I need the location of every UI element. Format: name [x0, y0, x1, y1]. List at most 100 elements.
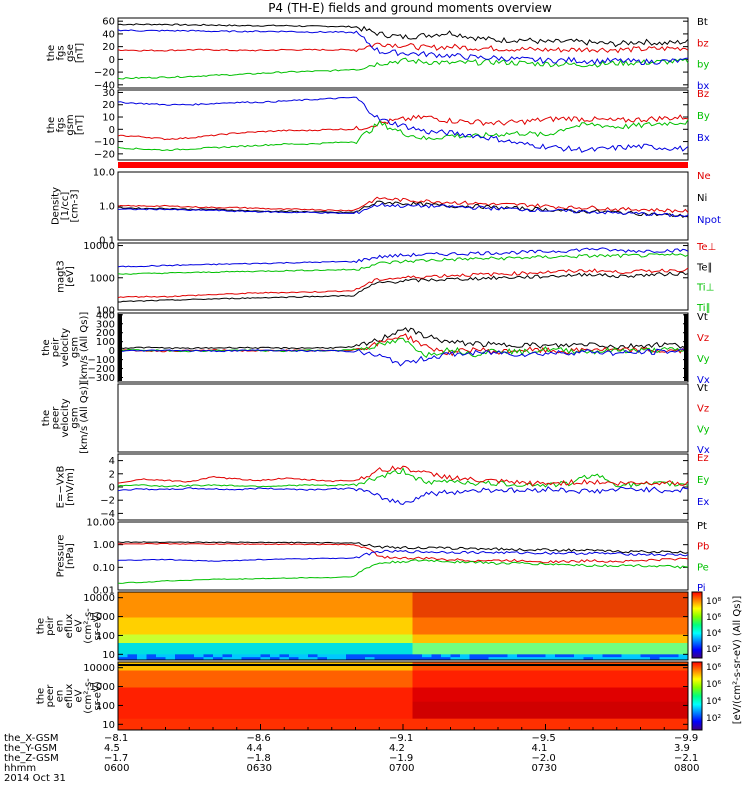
spectrogram-cell	[517, 628, 527, 633]
spectrogram-cell	[574, 609, 584, 613]
spectrogram-cell	[517, 687, 527, 691]
spectrogram-cell	[536, 724, 546, 728]
spectrogram-cell	[194, 698, 204, 703]
spectrogram-cell	[602, 727, 613, 731]
spectrogram-cell	[536, 614, 546, 618]
spectrogram-cell	[583, 628, 594, 633]
y-axis-label: velocity	[60, 328, 71, 367]
spectrogram-cell	[327, 718, 337, 722]
spectrogram-cell	[118, 620, 128, 624]
spectrogram-cell	[650, 664, 660, 669]
spectrogram-cell	[346, 651, 356, 655]
spectrogram-cell	[678, 628, 689, 633]
spectrogram-cell	[241, 681, 252, 686]
spectrogram-cell	[431, 679, 442, 683]
spectrogram-cell	[393, 713, 404, 717]
spectrogram-cell	[308, 707, 318, 711]
spectrogram-cell	[545, 645, 556, 650]
spectrogram-cell	[118, 715, 128, 720]
spectrogram-cell	[650, 609, 660, 613]
legend-entry: Bz	[697, 89, 709, 100]
spectrogram-cell	[251, 597, 261, 601]
spectrogram-cell	[222, 609, 233, 613]
spectrogram-cell	[165, 634, 176, 638]
spectrogram-cell	[118, 681, 128, 686]
spectrogram-cell	[507, 617, 518, 621]
spectrogram-cell	[146, 634, 157, 638]
spectrogram-cell	[346, 696, 356, 700]
spectrogram-cell	[640, 724, 651, 728]
spectrogram-cell	[137, 634, 147, 638]
spectrogram-cell	[403, 651, 413, 655]
spectrogram-cell	[213, 606, 223, 610]
spectrogram-cell	[450, 637, 461, 641]
spectrogram-cell	[517, 684, 527, 688]
spectrogram-cell	[564, 617, 575, 621]
spectrogram-cell	[203, 667, 214, 671]
spectrogram-cell	[393, 606, 404, 610]
series-line-ez	[117, 465, 689, 487]
spectrogram-cell	[403, 657, 413, 661]
spectrogram-cell	[251, 727, 261, 731]
spectrogram-cell	[260, 617, 271, 621]
spectrogram-cell	[441, 600, 451, 604]
spectrogram-cell	[260, 628, 271, 633]
spectrogram-cell	[365, 600, 375, 604]
spectrogram-cell	[165, 707, 176, 711]
spectrogram-cell	[593, 693, 603, 697]
spectrogram-cell	[564, 673, 575, 677]
spectrogram-cell	[469, 715, 480, 720]
spectrogram-cell	[308, 620, 318, 624]
spectrogram-cell	[127, 710, 138, 714]
spectrogram-cell	[621, 721, 632, 725]
spectrogram-cell	[327, 684, 337, 688]
spectrogram-cell	[175, 617, 185, 621]
spectrogram-cell	[678, 679, 689, 683]
spectrogram-cell	[355, 718, 366, 722]
spectrogram-cell	[640, 673, 651, 677]
spectrogram-cell	[669, 611, 679, 616]
spectrogram-cell	[175, 696, 185, 700]
spectrogram-cell	[127, 715, 138, 720]
spectrogram-cell	[346, 631, 356, 635]
spectrogram-cell	[308, 592, 318, 596]
panel-frame	[117, 521, 689, 591]
spectrogram-cell	[659, 603, 670, 607]
y-axis-label: magt3	[55, 260, 66, 293]
spectrogram-cell	[403, 681, 413, 686]
spectrogram-cell	[621, 637, 632, 641]
spectrogram-cell	[194, 640, 204, 644]
spectrogram-cell	[441, 679, 451, 683]
spectrogram-cell	[127, 690, 138, 694]
spectrogram-cell	[403, 704, 413, 708]
spectrogram-cell	[422, 693, 432, 697]
spectrogram-cell	[422, 707, 432, 711]
y-tick-label: 1000	[90, 612, 115, 623]
spectrogram-cell	[555, 640, 565, 644]
spectrogram-cell	[460, 693, 470, 697]
spectrogram-cell	[593, 611, 603, 616]
spectrogram-cell	[412, 673, 423, 677]
spectrogram-cell	[336, 667, 347, 671]
spectrogram-cell	[270, 620, 280, 624]
spectrogram-cell	[593, 698, 603, 703]
spectrogram-cell	[279, 603, 290, 607]
spectrogram-cell	[222, 718, 233, 722]
spectrogram-cell	[450, 724, 461, 728]
y-tick-label: 40	[102, 29, 115, 40]
spectrogram-cell	[488, 645, 499, 650]
spectrogram-cell	[574, 648, 584, 652]
y-axis-label: en	[55, 690, 66, 703]
spectrogram-cell	[631, 721, 641, 725]
ephemeris-value: 4.5	[104, 743, 120, 754]
colorbar-upper	[691, 591, 703, 659]
spectrogram-cell	[156, 704, 166, 708]
spectrogram-cell	[184, 667, 195, 671]
spectrogram-cell	[298, 626, 309, 630]
spectrogram-cell	[460, 603, 470, 607]
colorbar-tick-label: 10⁶	[706, 613, 721, 623]
spectrogram-cell	[479, 710, 489, 714]
spectrogram-cell	[659, 594, 670, 599]
spectrogram-cell	[564, 724, 575, 728]
spectrogram-cell	[213, 715, 223, 720]
